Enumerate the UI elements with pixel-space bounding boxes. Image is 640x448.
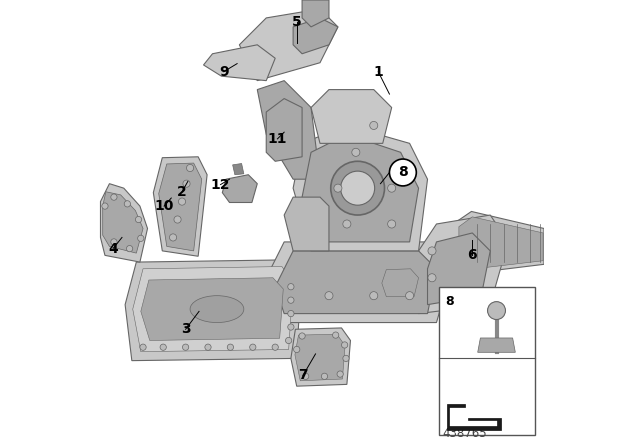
- Circle shape: [136, 216, 141, 223]
- Text: 2: 2: [177, 185, 187, 199]
- Circle shape: [288, 324, 294, 330]
- Polygon shape: [233, 164, 244, 175]
- Circle shape: [160, 344, 166, 350]
- Circle shape: [303, 373, 309, 379]
- Circle shape: [321, 373, 328, 379]
- Circle shape: [174, 216, 181, 223]
- Polygon shape: [204, 45, 275, 81]
- Circle shape: [272, 344, 278, 350]
- Circle shape: [406, 292, 413, 300]
- Polygon shape: [302, 0, 329, 27]
- Circle shape: [325, 292, 333, 300]
- Polygon shape: [222, 175, 257, 202]
- Polygon shape: [275, 251, 436, 314]
- Polygon shape: [447, 404, 500, 430]
- Polygon shape: [266, 99, 302, 161]
- Circle shape: [352, 148, 360, 156]
- Circle shape: [428, 247, 436, 255]
- Polygon shape: [428, 233, 490, 305]
- Circle shape: [111, 239, 117, 245]
- FancyBboxPatch shape: [439, 287, 535, 435]
- Text: 5: 5: [292, 15, 301, 30]
- Polygon shape: [132, 267, 293, 352]
- Polygon shape: [266, 242, 454, 323]
- Circle shape: [140, 344, 146, 350]
- Circle shape: [250, 344, 256, 350]
- Text: 6: 6: [467, 248, 477, 263]
- Text: 438765: 438765: [442, 427, 486, 440]
- Polygon shape: [295, 334, 345, 381]
- Polygon shape: [141, 278, 284, 340]
- Polygon shape: [477, 338, 515, 352]
- Polygon shape: [291, 328, 351, 386]
- Ellipse shape: [190, 296, 244, 323]
- Circle shape: [331, 161, 385, 215]
- Circle shape: [124, 201, 131, 207]
- Circle shape: [343, 355, 349, 362]
- Text: 3: 3: [180, 322, 191, 336]
- Polygon shape: [100, 184, 148, 262]
- Polygon shape: [284, 197, 329, 251]
- Text: 8: 8: [445, 295, 454, 308]
- Text: 9: 9: [219, 65, 228, 79]
- Circle shape: [288, 297, 294, 303]
- Polygon shape: [451, 408, 497, 426]
- Polygon shape: [293, 18, 338, 54]
- Polygon shape: [302, 134, 419, 242]
- Circle shape: [337, 371, 343, 377]
- Polygon shape: [103, 192, 143, 253]
- Circle shape: [170, 234, 177, 241]
- Polygon shape: [454, 211, 544, 274]
- Circle shape: [288, 284, 294, 290]
- Polygon shape: [239, 9, 338, 81]
- Text: 12: 12: [211, 177, 230, 192]
- Polygon shape: [257, 81, 320, 179]
- Circle shape: [205, 344, 211, 350]
- Circle shape: [179, 198, 186, 205]
- Circle shape: [334, 184, 342, 192]
- Polygon shape: [159, 163, 202, 251]
- Polygon shape: [311, 90, 392, 143]
- Circle shape: [428, 274, 436, 282]
- Circle shape: [333, 332, 339, 338]
- Circle shape: [183, 180, 190, 187]
- Circle shape: [285, 337, 292, 344]
- Polygon shape: [459, 217, 543, 270]
- Circle shape: [488, 302, 506, 319]
- Circle shape: [389, 159, 417, 186]
- Text: 8: 8: [398, 165, 408, 180]
- Circle shape: [186, 164, 194, 172]
- Circle shape: [340, 171, 374, 205]
- Circle shape: [343, 220, 351, 228]
- Text: 7: 7: [298, 368, 308, 383]
- Circle shape: [299, 333, 305, 339]
- Circle shape: [138, 235, 144, 241]
- Circle shape: [102, 203, 108, 209]
- Polygon shape: [125, 260, 301, 361]
- Circle shape: [370, 121, 378, 129]
- Circle shape: [227, 344, 234, 350]
- Circle shape: [127, 246, 132, 252]
- Polygon shape: [419, 215, 508, 314]
- Text: 11: 11: [268, 132, 287, 146]
- Circle shape: [342, 342, 348, 348]
- Polygon shape: [378, 262, 423, 301]
- Polygon shape: [382, 269, 419, 297]
- Circle shape: [182, 344, 189, 350]
- Circle shape: [388, 220, 396, 228]
- Polygon shape: [293, 125, 428, 251]
- Circle shape: [370, 292, 378, 300]
- Circle shape: [288, 310, 294, 317]
- Text: 10: 10: [154, 199, 174, 213]
- Text: 1: 1: [373, 65, 383, 79]
- Polygon shape: [154, 157, 207, 256]
- Circle shape: [388, 184, 396, 192]
- Circle shape: [111, 194, 117, 200]
- Circle shape: [294, 346, 300, 353]
- Text: 4: 4: [108, 241, 118, 256]
